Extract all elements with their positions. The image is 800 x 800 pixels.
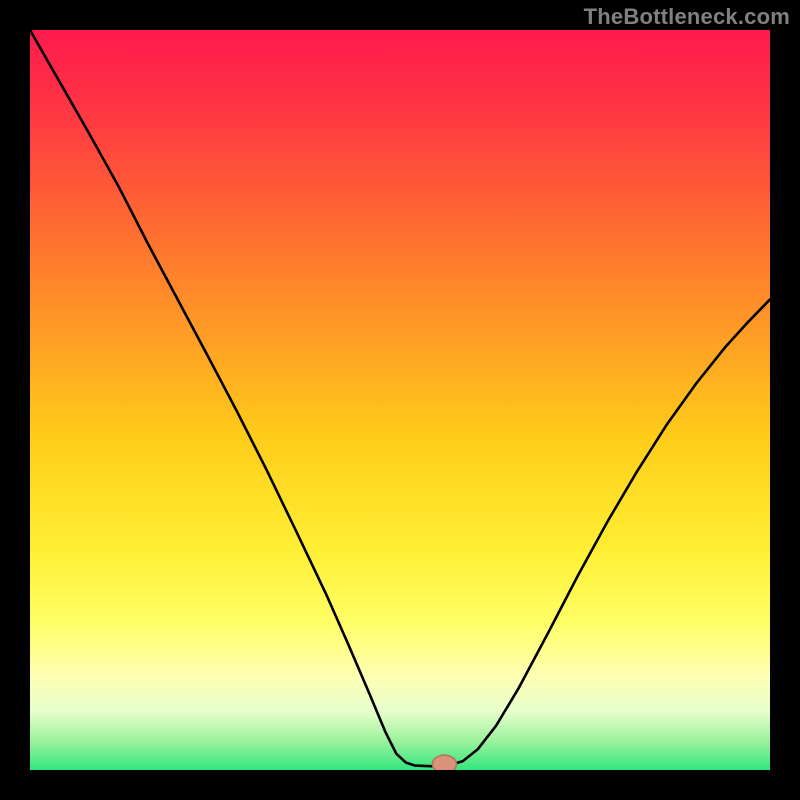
optimum-marker (432, 755, 456, 770)
watermark-label: TheBottleneck.com (584, 4, 790, 30)
plot-background (30, 30, 770, 770)
plot-svg (30, 30, 770, 770)
chart-frame: TheBottleneck.com (0, 0, 800, 800)
plot-area (30, 30, 770, 770)
